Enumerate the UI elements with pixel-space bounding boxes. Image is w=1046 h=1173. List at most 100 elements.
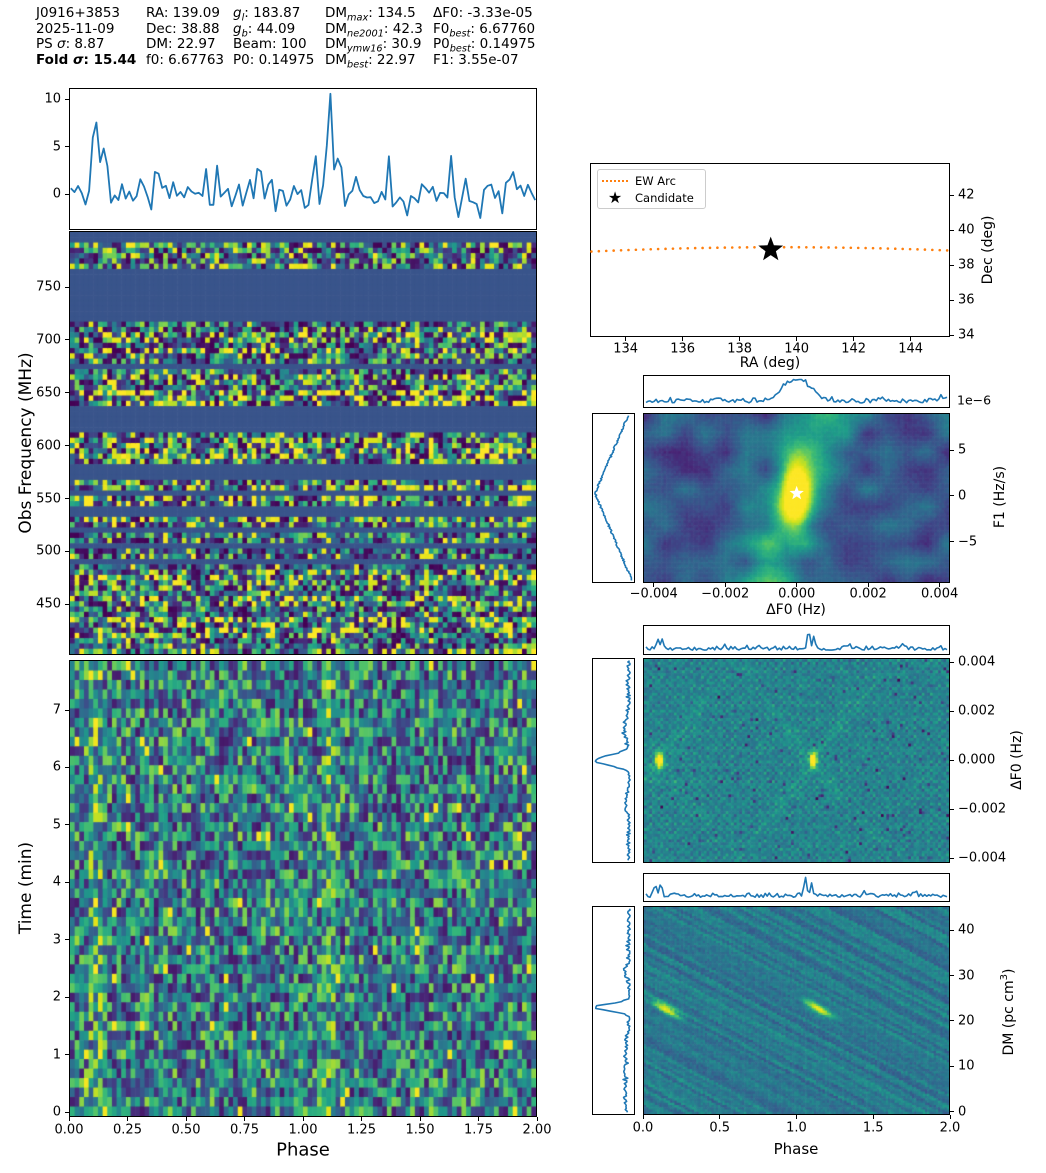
header-line: gb: 44.09 <box>233 20 296 40</box>
y-tick-label: −0.004 <box>958 850 1007 866</box>
dm-axis-label: DM (pc cm3) <box>999 968 1017 1056</box>
tick-mark <box>65 1111 69 1113</box>
tick-mark <box>65 146 69 148</box>
x-tick-label: 140 <box>784 341 810 357</box>
header-line: F1: 3.55e-07 <box>433 51 519 68</box>
tick-mark <box>65 996 69 998</box>
f0-f1-heatmap <box>644 414 949 582</box>
x-tick-label: 2.0 <box>939 1120 961 1136</box>
f1-axis-label: F1 (Hz/s) <box>992 465 1008 529</box>
y-tick-label: 3 <box>52 932 61 948</box>
tick-mark <box>950 929 954 931</box>
y-tick-label: 40 <box>958 922 975 938</box>
header-line: DMne2001: 42.3 <box>325 20 423 40</box>
y-tick-label: 7 <box>52 702 61 718</box>
header-line: Fold σ: 15.44 <box>36 51 137 68</box>
sky-plot-legend: EW Arc ★ Candidate <box>597 169 706 209</box>
tick-mark <box>950 661 954 663</box>
header-line: ΔF0: -3.33e-05 <box>433 5 533 21</box>
x-tick-label: 1.50 <box>405 1122 435 1138</box>
delta-f0-axis-label-right: ΔF0 (Hz) <box>1009 730 1025 790</box>
f1-offset-text: 1e−6 <box>957 392 992 408</box>
tick-mark <box>724 583 726 587</box>
tick-mark <box>872 1115 874 1119</box>
tick-mark <box>65 603 69 605</box>
frequency-phase-panel <box>69 231 537 655</box>
tick-mark <box>682 337 684 341</box>
tick-mark <box>127 1117 128 1121</box>
tick-mark <box>796 583 798 587</box>
tick-mark <box>65 709 69 711</box>
y-tick-label: 700 <box>36 332 61 348</box>
x-tick-label: 1.75 <box>464 1122 493 1138</box>
tick-mark <box>419 1117 421 1121</box>
y-tick-label: 36 <box>958 292 975 308</box>
y-tick-label: −0.002 <box>958 801 1007 817</box>
header-line: P0best: 0.14975 <box>433 36 536 55</box>
tick-mark <box>950 449 954 451</box>
x-tick-label: −0.002 <box>701 586 750 602</box>
tick-mark <box>653 583 655 587</box>
tick-mark <box>939 583 941 587</box>
y-tick-label: 2 <box>52 989 61 1005</box>
y-tick-label: 5 <box>52 139 61 155</box>
phase-axis-label-left: Phase <box>276 1139 330 1161</box>
phase-marginal-panel-dm <box>643 873 950 902</box>
tick-mark <box>950 975 954 977</box>
header-line: RA: 139.09 <box>146 5 220 21</box>
tick-mark <box>185 1117 187 1121</box>
y-tick-label: 0.000 <box>958 752 996 768</box>
x-tick-label: 0.25 <box>113 1122 142 1138</box>
y-tick-label: 10 <box>958 1058 975 1074</box>
tick-mark <box>65 1054 69 1056</box>
y-tick-label: 5 <box>958 442 967 458</box>
tick-mark <box>65 392 69 394</box>
tick-mark <box>65 445 69 447</box>
y-tick-label: 600 <box>36 438 61 454</box>
tick-mark <box>65 98 69 100</box>
time-axis-label: Time (min) <box>16 841 36 935</box>
header-line: J0916+3853 <box>36 5 121 21</box>
tick-mark <box>950 710 954 712</box>
tick-mark <box>536 1117 538 1121</box>
tick-mark <box>950 759 954 761</box>
star-icon: ★ <box>607 188 623 207</box>
y-tick-label: 34 <box>958 327 975 343</box>
y-tick-label: 0.002 <box>958 703 996 719</box>
header-line: gl: 183.87 <box>233 5 301 24</box>
y-tick-label: 550 <box>36 491 61 506</box>
x-tick-label: 134 <box>613 341 639 357</box>
header-line: f0: 6.67763 <box>146 51 225 68</box>
header-line: DMymw16: 30.9 <box>325 36 422 55</box>
legend-label-candidate: Candidate <box>635 190 694 205</box>
delta-f0-axis-label-bottom: ΔF0 (Hz) <box>766 602 826 618</box>
x-tick-label: 144 <box>898 341 924 357</box>
dec-axis-label: Dec (deg) <box>980 215 996 285</box>
tick-mark <box>950 264 954 266</box>
y-tick-label: 20 <box>958 1013 975 1029</box>
y-tick-label: 0 <box>52 186 61 202</box>
tick-mark <box>910 337 912 341</box>
header-line: P0: 0.14975 <box>233 51 315 68</box>
tick-mark <box>950 1065 954 1067</box>
tick-mark <box>65 339 69 341</box>
legend-entry-ew-arc: EW Arc <box>602 174 701 188</box>
legend-entry-candidate: ★ Candidate <box>602 188 701 207</box>
delta-f0-marginal-panel <box>592 658 635 863</box>
tick-mark <box>950 194 954 196</box>
tick-mark <box>65 881 69 883</box>
x-tick-label: 0.50 <box>171 1122 201 1138</box>
tick-mark <box>625 337 627 341</box>
header-line: DM: 22.97 <box>146 36 216 52</box>
y-tick-label: 500 <box>36 543 61 559</box>
y-tick-label: 30 <box>958 968 975 984</box>
x-tick-label: 2.00 <box>522 1122 552 1138</box>
phase-dm-map-panel <box>643 906 950 1115</box>
tick-mark <box>302 1117 304 1121</box>
tick-mark <box>950 1111 954 1113</box>
header-line: PS σ: 8.87 <box>36 36 105 52</box>
phase-axis-label-right: Phase <box>773 1140 819 1158</box>
tick-mark <box>796 337 798 341</box>
x-tick-label: 0.00 <box>54 1122 84 1138</box>
